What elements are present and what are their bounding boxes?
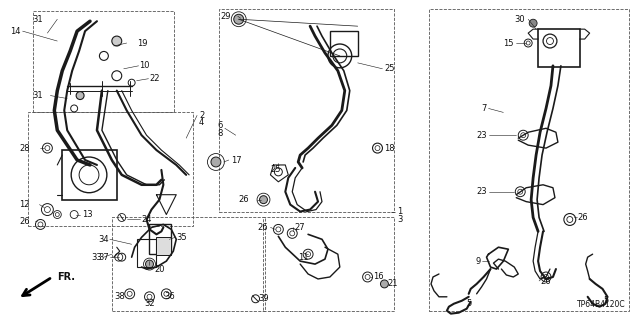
Text: 22: 22: [150, 74, 160, 83]
Circle shape: [234, 14, 244, 24]
Text: 9: 9: [476, 257, 481, 266]
Text: 25: 25: [271, 165, 281, 174]
Text: 26: 26: [540, 277, 550, 286]
Text: 31: 31: [33, 15, 43, 24]
Text: 24: 24: [141, 215, 152, 224]
Circle shape: [260, 196, 268, 204]
Text: 3: 3: [397, 215, 403, 224]
Text: 15: 15: [503, 38, 513, 48]
Text: 32: 32: [144, 299, 155, 308]
Text: 34: 34: [98, 235, 109, 244]
Text: 23: 23: [476, 131, 486, 140]
Bar: [429, 9, 629, 311]
Circle shape: [380, 280, 388, 288]
Bar: [33, 11, 174, 112]
Text: 5: 5: [603, 296, 608, 305]
Text: 28: 28: [19, 144, 29, 153]
Circle shape: [211, 157, 221, 167]
Circle shape: [112, 36, 122, 46]
Text: 21: 21: [387, 279, 398, 288]
Text: 12: 12: [19, 200, 29, 209]
Text: 33: 33: [91, 253, 102, 262]
Text: 7: 7: [481, 104, 486, 113]
Text: 25: 25: [385, 64, 395, 73]
Text: 26: 26: [578, 213, 588, 222]
Text: 29: 29: [220, 12, 231, 21]
Text: 1: 1: [397, 207, 403, 216]
Text: 31: 31: [33, 91, 43, 100]
Text: 37: 37: [98, 253, 109, 262]
Bar: [219, 9, 394, 212]
Circle shape: [145, 260, 154, 268]
Text: 36: 36: [164, 292, 175, 301]
Bar: [156, 237, 172, 255]
Text: 8: 8: [218, 129, 223, 138]
Text: 11: 11: [298, 253, 308, 262]
Text: FR.: FR.: [58, 272, 76, 282]
Bar: [62, 150, 116, 200]
Text: 10: 10: [140, 61, 150, 70]
Text: 27: 27: [294, 223, 305, 232]
Text: 4: 4: [199, 118, 204, 127]
Text: 18: 18: [385, 144, 395, 153]
Text: 23: 23: [476, 187, 486, 196]
Text: TP64B4120C: TP64B4120C: [577, 300, 625, 309]
Text: 26: 26: [258, 223, 268, 232]
Bar: [262, 218, 394, 311]
Text: 26: 26: [238, 195, 248, 204]
Bar: [330, 31, 358, 56]
Text: 6: 6: [218, 121, 223, 130]
Text: 17: 17: [231, 156, 241, 164]
Bar: [112, 218, 266, 311]
Text: 14: 14: [10, 27, 20, 36]
Circle shape: [529, 19, 537, 27]
Circle shape: [76, 92, 84, 100]
Text: 35: 35: [176, 233, 187, 242]
Text: 30: 30: [515, 15, 525, 24]
Bar: [28, 112, 193, 227]
Text: 16: 16: [374, 272, 384, 282]
Bar: [150, 224, 172, 254]
Bar: [538, 29, 580, 67]
Bar: [136, 239, 156, 267]
Text: 26: 26: [19, 217, 29, 226]
Text: 39: 39: [259, 294, 269, 303]
Text: 5: 5: [466, 299, 471, 308]
Text: 13: 13: [82, 210, 93, 219]
Text: 38: 38: [115, 292, 125, 301]
Text: 19: 19: [136, 38, 147, 48]
Text: 20: 20: [154, 265, 164, 274]
Text: 2: 2: [199, 111, 204, 120]
